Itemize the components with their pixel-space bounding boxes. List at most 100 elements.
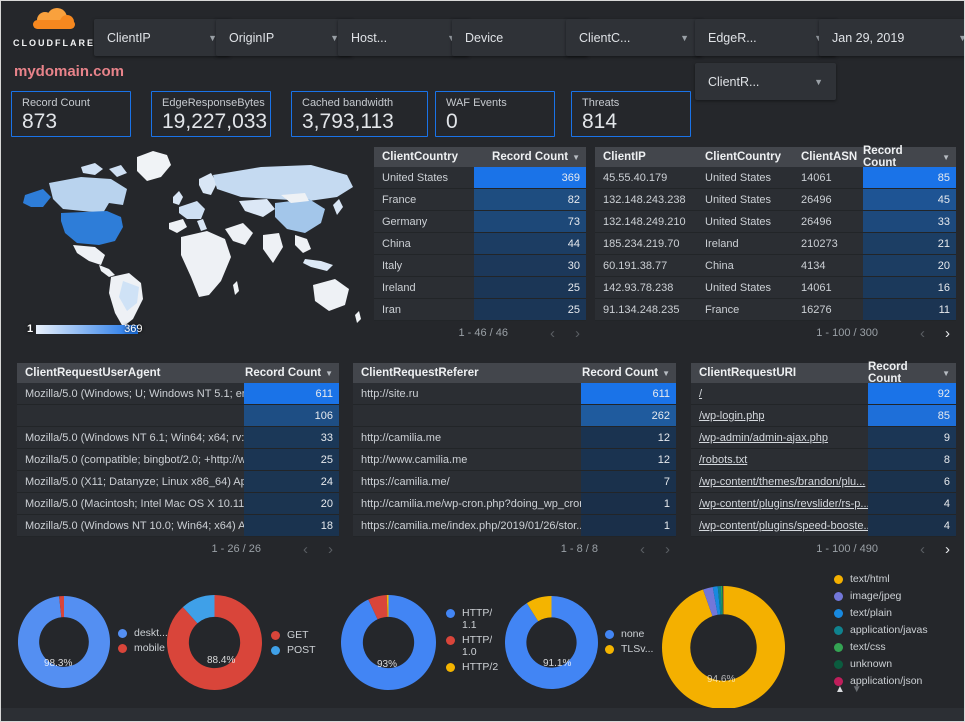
legend-item[interactable]: application/javascri... [834, 624, 928, 636]
filter-chip-clientcountry[interactable]: ClientC... ▼ [566, 19, 702, 56]
table-row[interactable]: 60.191.38.77 China 4134 20 [595, 255, 956, 277]
table-row[interactable]: /wp-admin/admin-ajax.php 9 [691, 427, 956, 449]
table-row[interactable]: Mozilla/5.0 (Windows; U; Windows NT 5.1;… [17, 383, 339, 405]
table-row[interactable]: Italy 30 [374, 255, 586, 277]
uri-link[interactable]: /wp-admin/admin-ajax.php [699, 431, 829, 444]
cloudflare-cloud-icon [33, 8, 75, 29]
legend-dot-icon [118, 644, 127, 653]
table-row[interactable]: 262 [353, 405, 676, 427]
uri-link[interactable]: / [699, 387, 703, 400]
filter-chip-clientrequest[interactable]: ClientR... ▼ [695, 63, 836, 100]
legend-item[interactable]: text/html [834, 573, 928, 585]
client-ip-table: ClientIP ClientCountry ClientASN Record … [595, 145, 956, 345]
legend-item[interactable]: HTTP/2 [446, 661, 498, 673]
sort-record-count[interactable]: Record Count ▼ [868, 361, 950, 385]
prev-page-button[interactable]: ‹ [920, 540, 925, 558]
uri-link[interactable]: /wp-login.php [699, 409, 765, 422]
chevron-down-icon: ▼ [447, 33, 456, 43]
client-country-table: ClientCountry Record Count ▼ United Stat… [374, 147, 586, 345]
legend-item[interactable]: HTTP/ 1.0 [446, 634, 498, 658]
table-row[interactable]: 45.55.40.179 United States 14061 85 [595, 167, 956, 189]
sort-caret-icon: ▼ [942, 368, 950, 378]
filter-chip-originip[interactable]: OriginIP ▼ [216, 19, 352, 56]
world-map[interactable]: 1 369 [11, 147, 371, 343]
chevron-down-icon: ▼ [814, 33, 823, 43]
page-title: mydomain.com [14, 63, 125, 80]
prev-page-button[interactable]: ‹ [303, 540, 308, 558]
sort-record-count[interactable]: Record Count ▼ [245, 367, 333, 379]
table-row[interactable]: http://camilia.me 12 [353, 427, 676, 449]
filter-chip-device[interactable]: Device ▼ [452, 19, 588, 56]
legend-item[interactable]: deskt... [118, 627, 168, 639]
legend-item[interactable]: text/css [834, 641, 928, 653]
tls-version-donut[interactable] [504, 596, 598, 694]
table-row[interactable]: Mozilla/5.0 (Macintosh; Intel Mac OS X 1… [17, 493, 339, 515]
table-row[interactable]: 185.234.219.70 Ireland 210273 21 [595, 233, 956, 255]
content-type-donut[interactable] [662, 585, 786, 714]
request-method-donut[interactable] [166, 595, 262, 695]
table-row[interactable]: Iran 25 [374, 299, 586, 321]
table-row[interactable]: /wp-content/plugins/speed-booste... 4 [691, 515, 956, 537]
legend-scroll-down-icon[interactable]: ▼ [851, 684, 864, 695]
sort-record-count[interactable]: Record Count ▼ [863, 145, 950, 169]
legend-item[interactable]: application/json [834, 675, 928, 687]
legend-scroll-up-icon[interactable]: ▲ [835, 684, 847, 695]
table-row[interactable]: France 82 [374, 189, 586, 211]
next-page-button[interactable]: › [665, 540, 670, 558]
table-row[interactable]: 91.134.248.235 France 16276 11 [595, 299, 956, 321]
sort-record-count[interactable]: Record Count ▼ [492, 151, 580, 163]
prev-page-button[interactable]: ‹ [640, 540, 645, 558]
table-row[interactable]: http://www.camilia.me 12 [353, 449, 676, 471]
table-row[interactable]: 142.93.78.238 United States 14061 16 [595, 277, 956, 299]
table-row[interactable]: 132.148.243.238 United States 26496 45 [595, 189, 956, 211]
filter-chip-edgeresponse[interactable]: EdgeR... ▼ [695, 19, 836, 56]
prev-page-button[interactable]: ‹ [920, 324, 925, 342]
uri-link[interactable]: /robots.txt [699, 453, 748, 466]
prev-page-button[interactable]: ‹ [550, 324, 555, 342]
table-row[interactable]: http://camilia.me/wp-cron.php?doing_wp_c… [353, 493, 676, 515]
next-page-button[interactable]: › [945, 324, 950, 342]
next-page-button[interactable]: › [328, 540, 333, 558]
filter-chip-host[interactable]: Host... ▼ [338, 19, 469, 56]
sort-record-count[interactable]: Record Count ▼ [582, 367, 670, 379]
next-page-button[interactable]: › [945, 540, 950, 558]
scorecard-record-count: Record Count 873 [11, 91, 131, 137]
table-row[interactable]: https://camilia.me/index.php/2019/01/26/… [353, 515, 676, 537]
scorecard-waf-events: WAF Events 0 [435, 91, 555, 137]
legend-item[interactable]: unknown [834, 658, 928, 670]
device-type-donut[interactable] [17, 596, 110, 693]
table-row[interactable]: /wp-login.php 85 [691, 405, 956, 427]
legend-item[interactable]: TLSv... [605, 643, 653, 655]
uri-link[interactable]: /wp-content/themes/brandon/plu... [699, 475, 866, 488]
uri-link[interactable]: /wp-content/plugins/speed-booste... [699, 519, 868, 532]
table-row[interactable]: Ireland 25 [374, 277, 586, 299]
table-row[interactable]: /robots.txt 8 [691, 449, 956, 471]
table-row[interactable]: Mozilla/5.0 (Windows NT 10.0; Win64; x64… [17, 515, 339, 537]
legend-item[interactable]: HTTP/ 1.1 [446, 607, 498, 631]
table-row[interactable]: /wp-content/themes/brandon/plu... 6 [691, 471, 956, 493]
table-row[interactable]: 106 [17, 405, 339, 427]
filter-chip-clientip[interactable]: ClientIP ▼ [94, 19, 230, 56]
table-row[interactable]: 132.148.249.210 United States 26496 33 [595, 211, 956, 233]
table-row[interactable]: /wp-content/plugins/revslider/rs-p... 4 [691, 493, 956, 515]
table-row[interactable]: United States 369 [374, 167, 586, 189]
table-row[interactable]: Germany 73 [374, 211, 586, 233]
legend-item[interactable]: GET [271, 629, 316, 641]
legend-item[interactable]: mobile [118, 642, 168, 654]
date-range-picker[interactable]: Jan 29, 2019 ▼ [819, 19, 964, 56]
table-row[interactable]: / 92 [691, 383, 956, 405]
next-page-button[interactable]: › [575, 324, 580, 342]
legend-item[interactable]: image/jpeg [834, 590, 928, 602]
table-row[interactable]: Mozilla/5.0 (Windows NT 6.1; Win64; x64;… [17, 427, 339, 449]
legend-item[interactable]: text/plain [834, 607, 928, 619]
uri-link[interactable]: /wp-content/plugins/revslider/rs-p... [699, 497, 868, 510]
legend-item[interactable]: none [605, 628, 653, 640]
table-row[interactable]: China 44 [374, 233, 586, 255]
table-row[interactable]: Mozilla/5.0 (compatible; bingbot/2.0; +h… [17, 449, 339, 471]
table-row[interactable]: Mozilla/5.0 (X11; Datanyze; Linux x86_64… [17, 471, 339, 493]
http-version-donut[interactable] [341, 594, 437, 695]
table-row[interactable]: https://camilia.me/ 7 [353, 471, 676, 493]
legend-item[interactable]: POST [271, 644, 316, 656]
table-row[interactable]: http://site.ru 611 [353, 383, 676, 405]
